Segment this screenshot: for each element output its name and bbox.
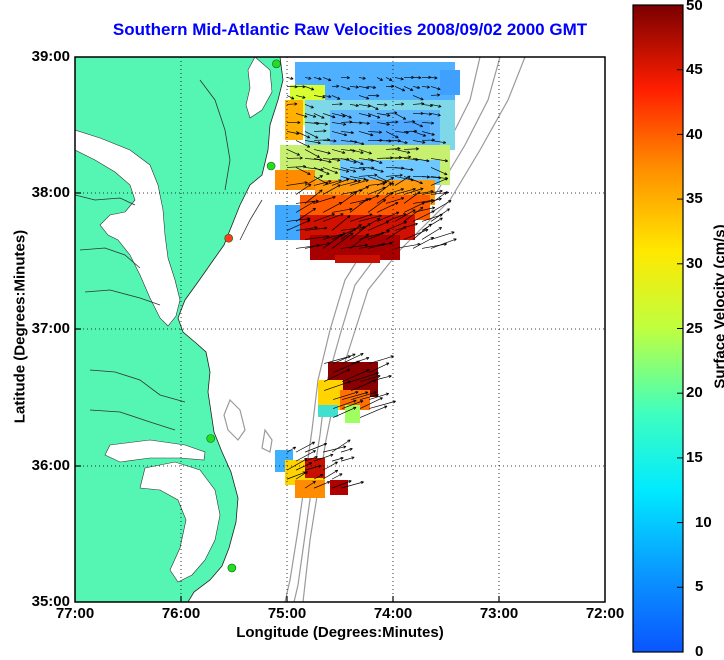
colorbar-tick-label: 5 — [695, 578, 703, 595]
radar-station-marker — [272, 60, 280, 68]
colorbar-tick-label: 20 — [686, 384, 703, 401]
colorbar-tick-label: 40 — [686, 126, 703, 143]
colorbar-tick-label: 45 — [686, 61, 703, 78]
x-axis-label: Longitude (Degrees:Minutes) — [75, 624, 605, 641]
x-tick-label: 73:00 — [469, 605, 529, 622]
x-tick-label: 77:00 — [45, 605, 105, 622]
y-axis-label: Latitude (Degrees:Minutes) — [12, 177, 29, 477]
colorbar-tick-label: 10 — [695, 514, 712, 531]
radar-station-marker — [225, 234, 233, 242]
colorbar-tick-label: 25 — [686, 320, 703, 337]
x-tick-label: 74:00 — [363, 605, 423, 622]
colorbar-tick-label: 15 — [686, 449, 703, 466]
y-tick-label: 39:00 — [10, 48, 70, 65]
radar-station-marker — [207, 435, 215, 443]
colorbar-label: Surface Velocity (cm/s) — [712, 157, 724, 457]
colorbar — [633, 5, 683, 652]
x-tick-label: 76:00 — [151, 605, 211, 622]
colorbar-tick-label: 30 — [686, 255, 703, 272]
x-tick-label: 72:00 — [575, 605, 635, 622]
colorbar-tick-label: 35 — [686, 190, 703, 207]
x-tick-label: 75:00 — [257, 605, 317, 622]
colorbar-tick-label: 50 — [686, 0, 703, 14]
radar-station-marker — [228, 564, 236, 572]
colorbar-tick-label: 0 — [695, 643, 703, 660]
radar-station-marker — [267, 162, 275, 170]
